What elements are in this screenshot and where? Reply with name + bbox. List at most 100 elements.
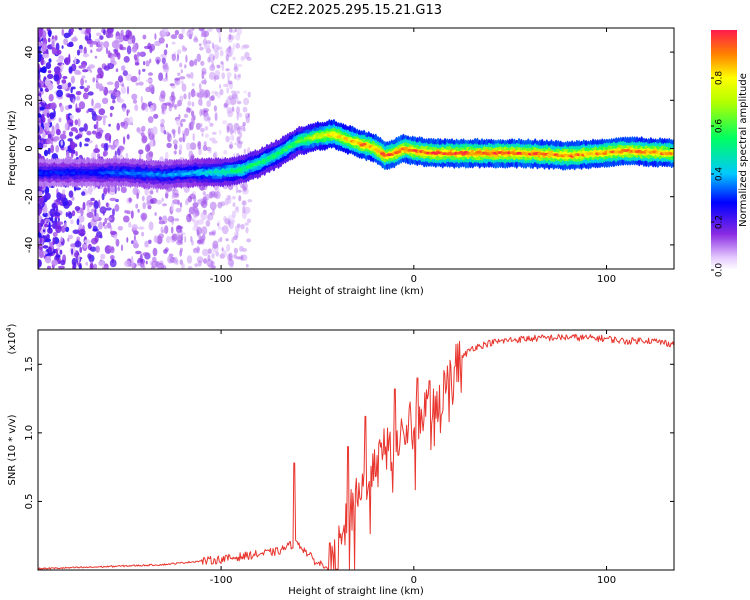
noise-blob <box>86 211 94 218</box>
noise-blob <box>131 93 138 101</box>
noise-blob <box>240 45 245 50</box>
noise-blob <box>70 141 76 150</box>
noise-blob <box>152 247 158 257</box>
noise-blob <box>238 195 242 202</box>
noise-blob <box>231 90 236 94</box>
bottom-x-tick-label: 100 <box>597 575 616 586</box>
noise-blob <box>161 197 164 202</box>
noise-blob <box>239 127 244 132</box>
noise-blob <box>138 149 144 155</box>
noise-blob <box>141 135 148 144</box>
noise-blob <box>177 199 181 206</box>
noise-blob <box>158 233 165 239</box>
noise-blob <box>204 126 209 131</box>
noise-blob <box>236 97 239 101</box>
noise-blob <box>61 45 64 49</box>
noise-blob <box>109 185 116 192</box>
noise-blob <box>244 51 250 59</box>
noise-blob <box>225 68 230 72</box>
noise-blob <box>209 122 214 127</box>
noise-blob <box>126 237 129 243</box>
noise-blob <box>145 152 153 161</box>
snr-panel: -100 0 100 0.5 1.0 1.5 Height of straight li… <box>5 323 675 597</box>
noise-blob <box>183 113 189 118</box>
noise-blob <box>128 197 132 203</box>
noise-blob <box>212 55 215 61</box>
noise-blob <box>78 28 83 31</box>
noise-blob <box>148 132 155 141</box>
noise-blob <box>158 220 165 225</box>
noise-blob <box>186 255 193 264</box>
noise-blob <box>175 207 182 213</box>
noise-blob <box>94 235 99 243</box>
noise-blob <box>174 77 181 81</box>
noise-blob <box>114 80 120 89</box>
noise-blob <box>104 132 112 141</box>
noise-blob <box>93 263 97 269</box>
noise-blob <box>118 33 125 43</box>
noise-blob <box>144 187 149 196</box>
noise-blob <box>56 59 63 63</box>
noise-blob <box>76 49 81 56</box>
noise-blob <box>160 118 165 124</box>
noise-blob <box>201 226 208 236</box>
noise-blob <box>148 84 155 93</box>
noise-blob <box>41 30 47 39</box>
noise-blob <box>173 150 177 155</box>
noise-blob <box>180 233 184 242</box>
noise-blob <box>203 93 207 98</box>
noise-blob <box>209 137 216 142</box>
noise-blob <box>235 206 239 211</box>
noise-blob <box>56 247 60 251</box>
noise-blob <box>115 68 119 73</box>
noise-blob <box>132 239 138 246</box>
noise-blob <box>237 126 241 135</box>
noise-blob <box>114 140 120 147</box>
noise-blob <box>170 34 178 40</box>
noise-blob <box>243 97 250 106</box>
colorbar: 0.0 0.2 0.4 0.6 0.8 Normalized spectral ampl… <box>711 30 749 277</box>
noise-blob <box>42 205 48 214</box>
noise-blob <box>125 73 133 81</box>
noise-blob <box>205 133 209 138</box>
noise-blob <box>143 61 146 66</box>
noise-blob <box>126 45 132 55</box>
chart-title: C2E2.2025.295.15.21.G13 <box>270 3 442 18</box>
noise-blob <box>232 195 236 200</box>
noise-blob <box>61 63 64 71</box>
noise-blob <box>162 77 169 82</box>
noise-blob <box>181 45 185 49</box>
bottom-x-tick-label: -100 <box>210 575 233 586</box>
noise-blob <box>234 126 237 135</box>
noise-blob <box>120 121 126 128</box>
noise-blob <box>165 190 169 194</box>
noise-blob <box>191 121 196 125</box>
noise-blob <box>78 127 85 132</box>
noise-blob <box>234 142 238 146</box>
noise-blob <box>164 62 169 71</box>
noise-blob <box>39 185 43 193</box>
noise-blob <box>205 40 212 45</box>
noise-blob <box>213 105 217 112</box>
noise-blob <box>242 200 247 206</box>
noise-blob <box>226 47 231 53</box>
noise-blob <box>227 214 235 222</box>
noise-blob <box>99 41 104 46</box>
noise-blob <box>160 123 164 128</box>
noise-blob <box>221 247 224 252</box>
noise-blob <box>109 32 114 38</box>
noise-blob <box>48 221 51 231</box>
noise-blob <box>140 132 145 138</box>
noise-blob <box>247 91 251 98</box>
top-y-tick-label: 0 <box>24 145 35 151</box>
noise-blob <box>198 83 202 90</box>
noise-blob <box>184 47 187 51</box>
noise-blob <box>51 244 54 249</box>
noise-blob <box>207 254 211 262</box>
noise-blob <box>205 220 211 227</box>
noise-blob <box>193 37 199 43</box>
noise-blob <box>227 76 230 82</box>
noise-blob <box>146 200 152 207</box>
noise-blob <box>45 218 51 222</box>
noise-blob <box>58 260 61 264</box>
